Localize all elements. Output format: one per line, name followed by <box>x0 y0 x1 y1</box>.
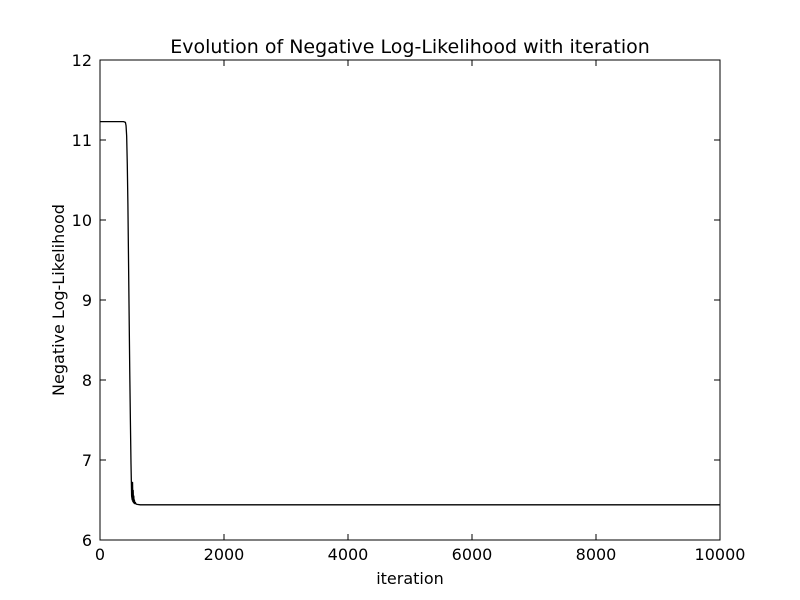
y-tick-label: 7 <box>82 451 92 470</box>
x-tick-label: 6000 <box>452 545 493 564</box>
series-layer <box>100 120 720 506</box>
y-tick-label: 9 <box>82 291 92 310</box>
x-tick-label: 4000 <box>328 545 369 564</box>
x-tick-label: 10000 <box>695 545 746 564</box>
plot-area <box>100 60 720 540</box>
chart-title: Evolution of Negative Log-Likelihood wit… <box>170 36 650 58</box>
plot-frame <box>99 59 721 541</box>
y-tick-label: 6 <box>82 531 92 550</box>
series-line-0 <box>100 120 720 506</box>
x-axis-ticks: 0 2000 4000 6000 8000 10000 <box>95 60 746 564</box>
y-tick-label: 11 <box>72 131 92 150</box>
y-axis-label: Negative Log-Likelihood <box>49 204 68 396</box>
x-tick-label: 8000 <box>576 545 617 564</box>
x-tick-label: 2000 <box>204 545 245 564</box>
y-tick-label: 8 <box>82 371 92 390</box>
y-tick-label: 10 <box>72 211 92 230</box>
y-tick-label: 12 <box>72 51 92 70</box>
x-axis-label: iteration <box>376 569 444 588</box>
x-tick-label: 0 <box>95 545 105 564</box>
y-axis-ticks: 6 7 8 9 10 11 12 <box>72 51 720 550</box>
